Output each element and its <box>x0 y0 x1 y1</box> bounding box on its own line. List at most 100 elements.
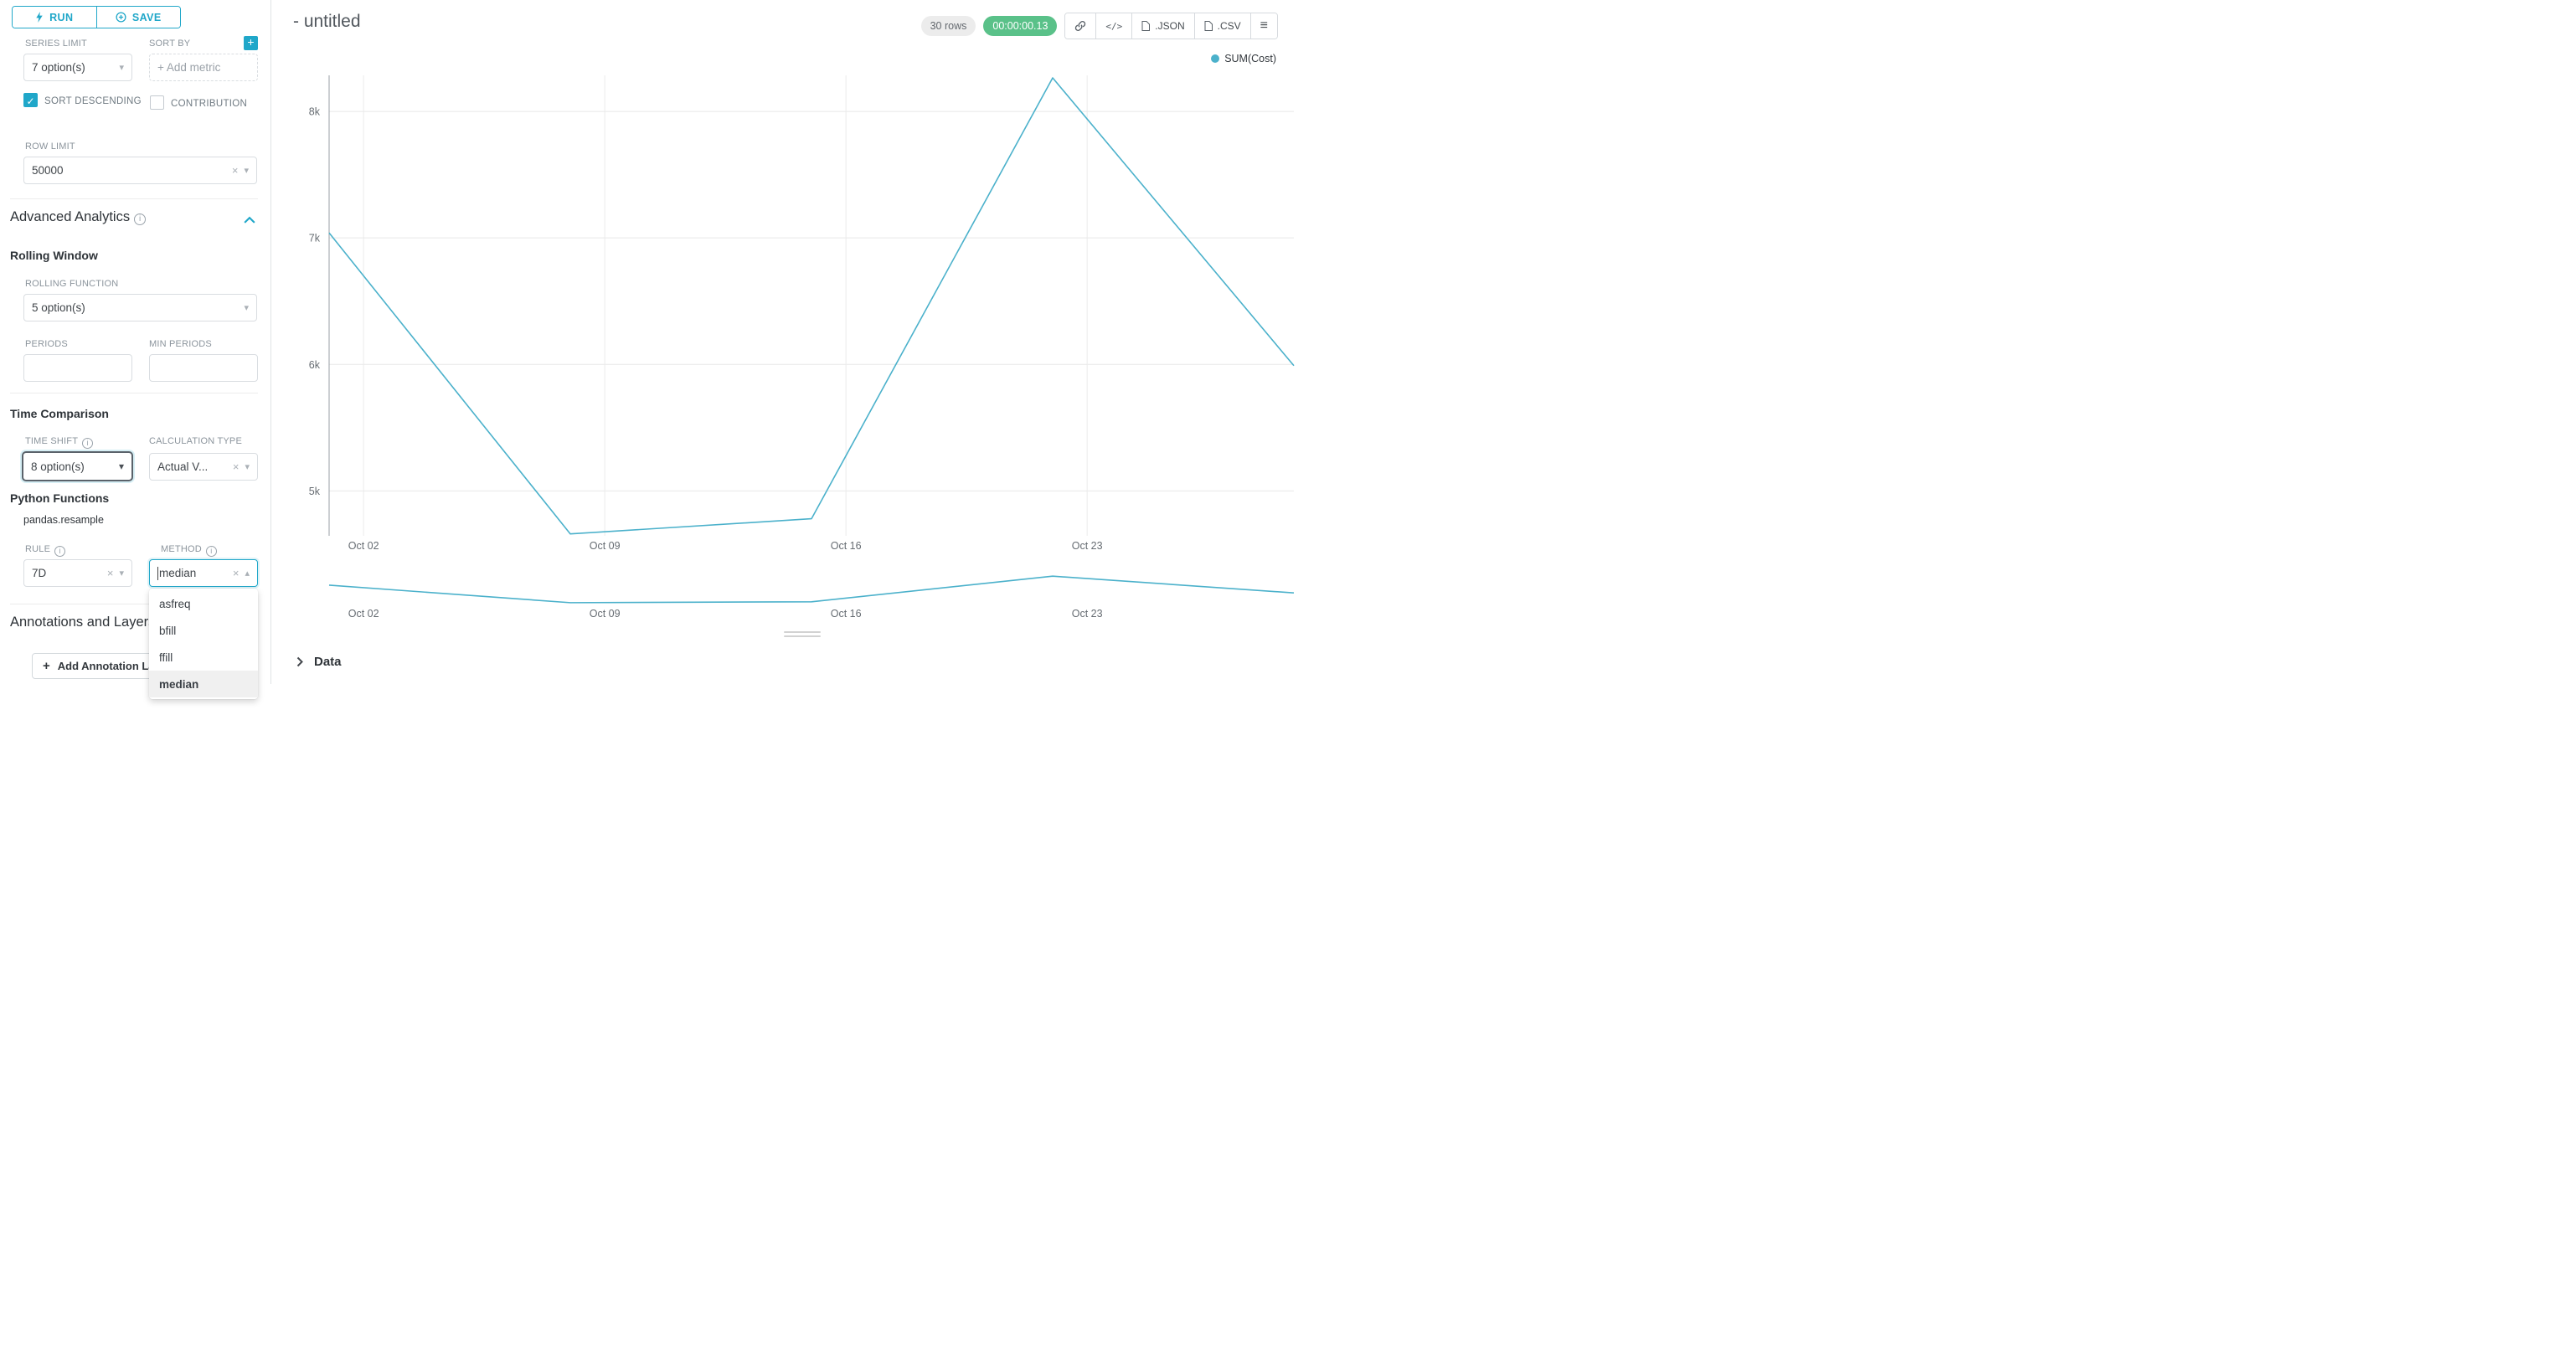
data-panel-title: Data <box>314 655 342 669</box>
save-button-label: SAVE <box>131 11 162 23</box>
sort-descending-checkbox[interactable] <box>23 93 38 107</box>
code-icon: </> <box>1105 20 1123 32</box>
main-chart[interactable]: 8k 7k 6k 5k Oct 02 Oct 09 Oct 16 Oct 23 <box>293 71 1300 567</box>
clear-icon[interactable]: × <box>106 567 114 579</box>
svg-text:7k: 7k <box>309 233 321 244</box>
rolling-function-value: 5 option(s) <box>32 301 85 314</box>
calculation-type-select[interactable]: Actual V... × ▾ <box>149 453 258 481</box>
file-icon <box>1141 21 1151 31</box>
time-shift-select[interactable]: 8 option(s) ▾ <box>22 451 133 481</box>
method-select[interactable]: median × ▴ <box>149 559 258 587</box>
contribution-checkbox[interactable] <box>150 95 164 110</box>
legend-dot-icon <box>1211 54 1220 63</box>
mini-range-chart[interactable]: Oct 02 Oct 09 Oct 16 Oct 23 <box>293 569 1300 621</box>
export-json-button[interactable]: .JSON <box>1131 13 1194 39</box>
csv-button-label: .CSV <box>1217 20 1241 32</box>
method-dropdown: asfreq bfill ffill median <box>149 589 258 699</box>
hamburger-icon: ≡ <box>1260 18 1268 33</box>
chevron-down-icon: ▾ <box>244 303 249 313</box>
add-annotation-label: Add Annotation Layer <box>57 660 172 672</box>
method-option-asfreq[interactable]: asfreq <box>159 597 191 610</box>
text-cursor <box>157 566 158 580</box>
method-option-median[interactable]: median <box>149 671 258 697</box>
rule-select[interactable]: 7D × ▾ <box>23 559 132 587</box>
periods-input[interactable] <box>23 354 132 382</box>
rule-label: RULE i <box>25 544 66 557</box>
resize-handle[interactable] <box>784 631 821 640</box>
svg-text:Oct 16: Oct 16 <box>831 608 862 620</box>
rule-value: 7D <box>32 567 47 579</box>
svg-text:Oct 02: Oct 02 <box>348 540 379 552</box>
chevron-right-icon <box>296 656 303 667</box>
svg-text:5k: 5k <box>309 486 321 497</box>
advanced-analytics-heading: Advanced Analytics i <box>10 209 147 225</box>
add-metric-plus-button[interactable]: + <box>244 36 258 50</box>
chart-title: - untitled <box>293 12 361 31</box>
explore-view: RUN SAVE SERIES LIMIT SORT BY + 7 option… <box>0 0 1295 699</box>
periods-label: PERIODS <box>25 339 68 349</box>
data-panel-toggle[interactable]: Data <box>296 655 342 669</box>
chart-menu-button[interactable]: ≡ <box>1249 13 1277 39</box>
sort-by-placeholder: + Add metric <box>157 61 221 74</box>
bolt-icon <box>36 12 43 23</box>
sort-descending-row: SORT DESCENDING <box>23 93 146 109</box>
time-shift-value: 8 option(s) <box>31 460 85 473</box>
info-icon: i <box>54 545 66 557</box>
annotations-heading: Annotations and Layers <box>10 615 156 630</box>
clear-icon[interactable]: × <box>232 567 240 579</box>
row-count-badge: 30 rows <box>920 16 976 36</box>
chevron-down-icon: ▾ <box>119 63 124 73</box>
rolling-window-heading: Rolling Window <box>10 249 98 262</box>
embed-code-button[interactable]: </> <box>1095 13 1132 39</box>
json-button-label: .JSON <box>1155 20 1185 32</box>
query-timer-badge: 00:00:00.13 <box>983 16 1058 36</box>
copy-link-button[interactable] <box>1065 13 1096 39</box>
pandas-resample-label: pandas.resample <box>23 514 104 526</box>
export-button-group: </> .JSON .CSV ≡ <box>1064 13 1278 39</box>
method-option-ffill[interactable]: ffill <box>159 651 173 664</box>
run-button[interactable]: RUN <box>13 7 97 28</box>
svg-text:Oct 09: Oct 09 <box>590 540 621 552</box>
sort-descending-label: SORT DESCENDING <box>44 96 142 106</box>
run-save-group: RUN SAVE <box>12 6 181 28</box>
calculation-type-label: CALCULATION TYPE <box>149 436 242 446</box>
series-limit-select[interactable]: 7 option(s) ▾ <box>23 54 132 81</box>
method-label: METHOD i <box>161 544 217 557</box>
contribution-row: CONTRIBUTION <box>150 95 267 111</box>
rolling-function-select[interactable]: 5 option(s) ▾ <box>23 294 257 321</box>
sort-by-label: SORT BY <box>149 39 191 49</box>
svg-text:Oct 16: Oct 16 <box>831 540 862 552</box>
info-icon: i <box>82 437 94 449</box>
clear-icon[interactable]: × <box>231 164 239 177</box>
chevron-down-icon: ▾ <box>119 568 124 579</box>
calculation-type-value: Actual V... <box>157 460 209 473</box>
python-functions-heading: Python Functions <box>10 491 110 505</box>
chevron-down-icon: ▾ <box>118 460 124 472</box>
clear-icon[interactable]: × <box>232 460 240 473</box>
min-periods-input[interactable] <box>149 354 258 382</box>
rolling-function-label: ROLLING FUNCTION <box>25 279 119 289</box>
divider <box>10 198 258 199</box>
plus-icon: + <box>43 659 50 673</box>
link-icon <box>1075 21 1086 31</box>
chart-area: - untitled 30 rows 00:00:00.13 </> .JSON… <box>271 0 1295 684</box>
row-limit-select[interactable]: 50000 × ▾ <box>23 157 257 184</box>
min-periods-label: MIN PERIODS <box>149 339 212 349</box>
sort-by-input[interactable]: + Add metric <box>149 54 258 81</box>
legend-item[interactable]: SUM(Cost) <box>1211 53 1276 64</box>
method-option-bfill[interactable]: bfill <box>159 624 177 637</box>
chevron-up-icon: ▴ <box>245 568 250 579</box>
svg-text:Oct 23: Oct 23 <box>1072 540 1103 552</box>
series-limit-label: SERIES LIMIT <box>25 39 87 49</box>
collapse-chevron-up-icon[interactable] <box>244 216 255 224</box>
save-icon <box>116 12 126 23</box>
time-comparison-heading: Time Comparison <box>10 407 109 420</box>
time-shift-label: TIME SHIFT i <box>25 436 94 449</box>
svg-text:8k: 8k <box>309 106 321 118</box>
svg-text:Oct 23: Oct 23 <box>1072 608 1103 620</box>
info-icon: i <box>205 545 217 557</box>
svg-text:Oct 02: Oct 02 <box>348 608 379 620</box>
row-limit-label: ROW LIMIT <box>25 141 75 152</box>
save-button[interactable]: SAVE <box>96 7 180 28</box>
export-csv-button[interactable]: .CSV <box>1193 13 1250 39</box>
